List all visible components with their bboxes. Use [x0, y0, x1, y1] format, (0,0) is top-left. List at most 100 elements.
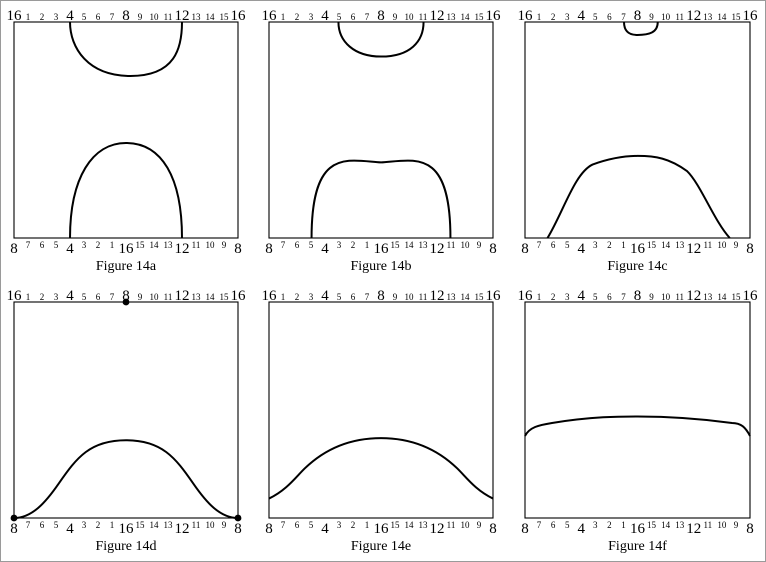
top-tick-label: 8	[634, 8, 642, 24]
top-tick-label: 3	[54, 12, 59, 22]
top-tick-label: 5	[593, 292, 598, 302]
top-tick-label: 16	[743, 8, 759, 24]
top-tick-label: 11	[675, 292, 684, 302]
boundary-curve	[623, 21, 659, 36]
top-tick-label: 9	[649, 12, 654, 22]
panel-box	[268, 301, 494, 519]
top-tick-label: 15	[220, 292, 230, 302]
bottom-tick-label: 8	[234, 241, 242, 257]
bottom-tick-label: 10	[717, 240, 727, 250]
top-tick-label: 7	[365, 12, 370, 22]
bottom-tick-label: 13	[675, 520, 685, 530]
top-tick-label: 10	[661, 12, 671, 22]
top-tick-label: 9	[393, 12, 398, 22]
bottom-tick-label: 9	[734, 520, 739, 530]
bottom-tick-label: 5	[54, 520, 59, 530]
top-tick-label: 16	[262, 8, 278, 24]
boundary-curve	[337, 21, 425, 58]
bottom-tick-label: 12	[430, 241, 445, 257]
bottom-tick-label: 6	[40, 520, 45, 530]
bottom-tick-label: 7	[537, 240, 542, 250]
bottom-tick-label: 8	[265, 521, 273, 537]
bottom-tick-label: 5	[565, 520, 570, 530]
bottom-tick-label: 9	[477, 520, 482, 530]
bottom-tick-label: 13	[164, 240, 174, 250]
bottom-tick-label: 10	[206, 520, 216, 530]
bottom-tick-label: 10	[461, 240, 471, 250]
bottom-tick-label: 16	[119, 521, 135, 537]
bottom-tick-label: 11	[192, 520, 201, 530]
bottom-tick-label: 2	[96, 240, 101, 250]
bottom-tick-label: 2	[351, 520, 356, 530]
bottom-tick-label: 12	[175, 241, 190, 257]
top-tick-label: 13	[447, 292, 457, 302]
figure-14d: 16 1 2 3 4 5 6 7 8 9 10 11 12 13 14 15 168 7 6 5 4 3 2 1 16 15 14 1…	[7, 288, 247, 554]
top-tick-label: 7	[110, 12, 115, 22]
bottom-tick-label: 13	[419, 520, 429, 530]
bottom-tick-label: 14	[405, 240, 415, 250]
figure-caption: Figure 14d	[95, 539, 156, 554]
top-tick-label: 5	[82, 12, 87, 22]
bottom-tick-label: 4	[66, 241, 74, 257]
bottom-tick-label: 12	[686, 241, 701, 257]
panel-box	[524, 21, 751, 239]
top-tick-label: 8	[634, 288, 642, 304]
bottom-tick-label: 16	[374, 241, 390, 257]
top-tick-label: 14	[461, 12, 471, 22]
bottom-tick-label: 1	[110, 520, 115, 530]
bottom-tick-label: 7	[26, 520, 31, 530]
bottom-tick-label: 6	[295, 240, 300, 250]
top-tick-label: 2	[40, 292, 45, 302]
top-tick-label: 1	[281, 292, 286, 302]
top-tick-label: 7	[621, 12, 626, 22]
top-tick-label: 10	[661, 292, 671, 302]
figure-14b: 16 1 2 3 4 5 6 7 8 9 10 11 12 13 14 15 168 7 6 5 4 3 2 1 16 15 14 1…	[262, 8, 502, 274]
top-tick-label: 1	[281, 12, 286, 22]
top-tick-label: 12	[430, 288, 445, 304]
top-tick-label: 14	[461, 292, 471, 302]
bottom-tick-label: 10	[717, 520, 727, 530]
bottom-tick-label: 8	[489, 241, 497, 257]
bottom-tick-label: 3	[337, 520, 342, 530]
bottom-tick-label: 7	[281, 240, 286, 250]
bottom-tick-label: 2	[607, 520, 612, 530]
bottom-tick-label: 7	[281, 520, 286, 530]
figure-14e: 16 1 2 3 4 5 6 7 8 9 10 11 12 13 14 15 168 7 6 5 4 3 2 1 16 15 14 1…	[262, 288, 502, 554]
top-tick-label: 10	[150, 12, 160, 22]
top-tick-label: 1	[537, 12, 542, 22]
bottom-tick-label: 16	[119, 241, 135, 257]
top-tick-label: 16	[7, 288, 23, 304]
bottom-tick-label: 7	[26, 240, 31, 250]
top-tick-label: 6	[351, 292, 356, 302]
top-tick-label: 2	[551, 292, 556, 302]
top-tick-label: 16	[486, 8, 502, 24]
top-tick-label: 1	[26, 292, 31, 302]
bottom-tick-label: 8	[234, 521, 242, 537]
boundary-curve	[310, 159, 452, 239]
top-tick-label: 6	[607, 12, 612, 22]
top-tick-label: 16	[262, 288, 278, 304]
top-tick-label: 5	[337, 292, 342, 302]
top-tick-label: 4	[578, 8, 586, 24]
top-tick-label: 15	[731, 292, 741, 302]
panel-box	[13, 301, 239, 519]
top-tick-label: 12	[686, 8, 701, 24]
boundary-curve	[69, 141, 183, 239]
top-tick-label: 9	[138, 292, 143, 302]
bottom-tick-label: 15	[136, 520, 146, 530]
top-tick-label: 13	[447, 12, 457, 22]
marker-dot	[10, 514, 18, 522]
top-tick-label: 6	[351, 12, 356, 22]
top-tick-label: 16	[231, 8, 247, 24]
top-tick-label: 4	[321, 8, 329, 24]
top-tick-label: 15	[220, 12, 230, 22]
bottom-tick-label: 8	[489, 521, 497, 537]
marker-dot	[234, 514, 242, 522]
bottom-tick-label: 1	[365, 520, 370, 530]
top-tick-label: 4	[66, 288, 74, 304]
top-tick-label: 3	[565, 12, 570, 22]
top-tick-label: 7	[365, 292, 370, 302]
bottom-tick-label: 14	[405, 520, 415, 530]
top-tick-label: 15	[731, 12, 741, 22]
bottom-tick-label: 9	[477, 240, 482, 250]
